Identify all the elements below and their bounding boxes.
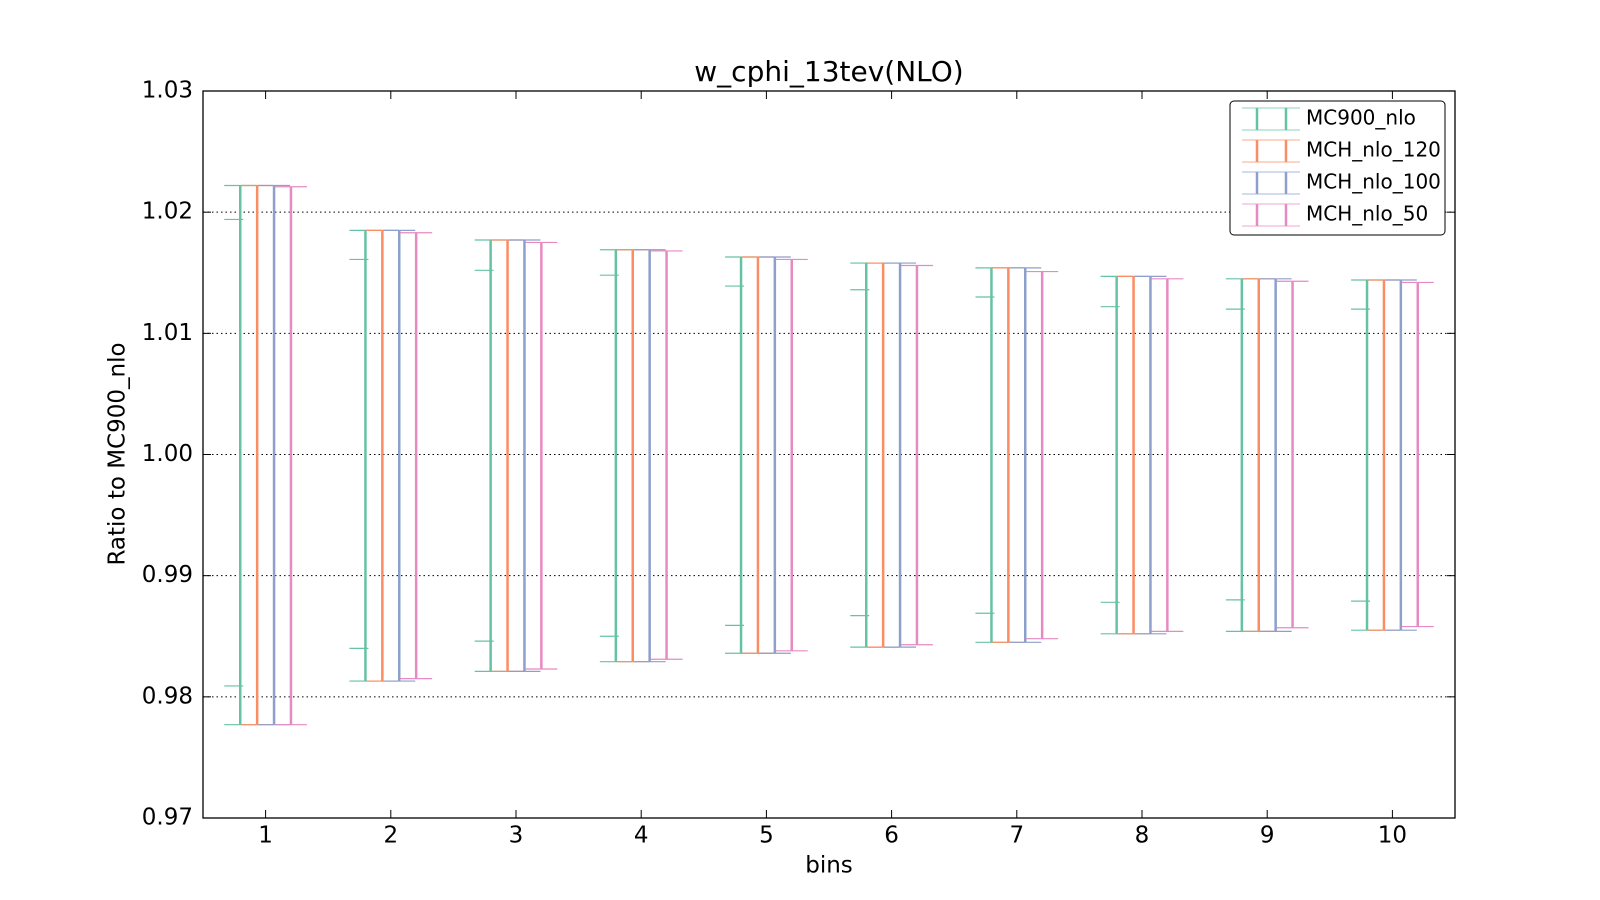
legend-label: MCH_nlo_100 xyxy=(1306,170,1441,194)
y-tick-label: 1.01 xyxy=(142,320,193,346)
x-tick-label: 9 xyxy=(1260,823,1275,849)
x-tick-label: 6 xyxy=(884,823,899,849)
y-tick-label: 1.02 xyxy=(142,199,193,225)
legend-label: MC900_nlo xyxy=(1306,106,1416,130)
x-tick-label: 10 xyxy=(1378,823,1407,849)
legend-box xyxy=(1229,100,1446,236)
x-tick-label: 3 xyxy=(509,823,524,849)
x-tick-label: 7 xyxy=(1009,823,1024,849)
x-axis-label: bins xyxy=(805,853,853,879)
plot-frame xyxy=(202,90,1456,819)
y-tick-label: 0.99 xyxy=(142,562,193,588)
legend-label: MCH_nlo_120 xyxy=(1306,138,1441,162)
x-tick-label: 5 xyxy=(759,823,774,849)
y-tick-label: 1.03 xyxy=(142,78,193,104)
y-tick-label: 1.00 xyxy=(142,441,193,467)
y-tick-label: 0.98 xyxy=(142,683,193,709)
x-tick-label: 8 xyxy=(1135,823,1150,849)
y-axis-label: Ratio to MC900_nlo xyxy=(105,342,131,565)
x-tick-label: 2 xyxy=(383,823,398,849)
x-tick-label: 1 xyxy=(258,823,273,849)
y-tick-label: 0.97 xyxy=(142,805,193,831)
chart-title: w_cphi_13tev(NLO) xyxy=(694,55,963,88)
legend-label: MCH_nlo_50 xyxy=(1306,202,1428,226)
x-tick-label: 4 xyxy=(634,823,649,849)
